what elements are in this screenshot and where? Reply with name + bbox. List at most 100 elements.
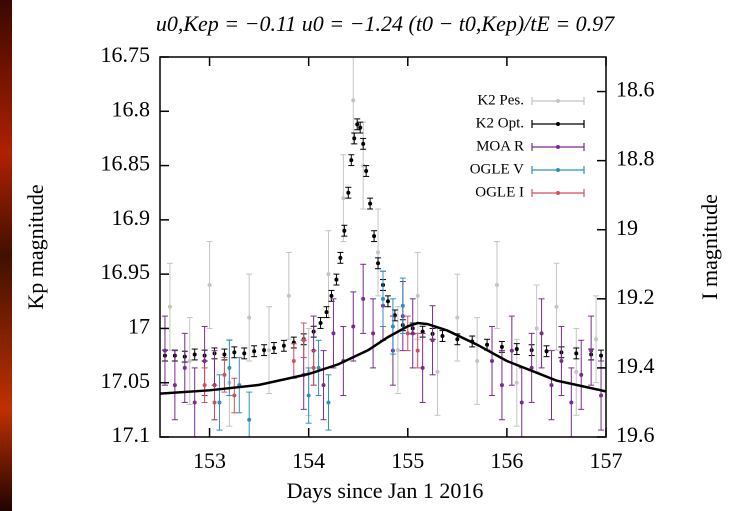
data-point	[539, 331, 544, 336]
legend-entry: OGLE V	[470, 161, 585, 177]
y2-tick-label: 19.6	[616, 422, 655, 447]
x-tick-label: 154	[292, 448, 325, 473]
data-point	[549, 383, 554, 388]
data-point	[202, 359, 207, 363]
data-point	[321, 383, 326, 388]
data-point	[232, 350, 237, 355]
data-point	[420, 365, 425, 370]
data-point	[326, 400, 331, 405]
x-tick-label: 156	[490, 448, 523, 473]
data-point	[390, 324, 395, 329]
data-point	[212, 400, 217, 405]
y-tick-label: 17.05	[101, 368, 151, 393]
data-point	[415, 293, 420, 298]
y2-axis-label: I magnitude	[697, 194, 722, 300]
y2-tick-label: 18.6	[616, 77, 655, 102]
data-point	[435, 369, 440, 374]
data-point	[326, 272, 331, 277]
y-tick-label: 16.75	[101, 42, 151, 67]
data-point	[358, 125, 363, 130]
data-point	[306, 393, 311, 398]
legend-entry: K2 Pes.	[477, 92, 585, 108]
background-strip	[0, 0, 12, 511]
data-point	[217, 400, 222, 405]
data-point	[349, 158, 354, 163]
data-point	[519, 400, 524, 405]
data-point	[372, 234, 377, 239]
data-point	[291, 359, 296, 363]
data-point	[262, 348, 267, 353]
data-point	[589, 348, 594, 353]
data-point	[392, 313, 397, 318]
legend-entry: MOA R	[476, 138, 585, 154]
data-point	[311, 365, 316, 370]
data-point	[162, 348, 167, 353]
data-point	[172, 383, 177, 388]
plot-frame	[159, 56, 607, 438]
data-point	[247, 417, 252, 422]
data-point	[415, 348, 420, 353]
data-point	[529, 365, 534, 370]
y2-tick-label: 18.8	[616, 146, 655, 171]
data-point	[232, 393, 237, 398]
legend-label: OGLE I	[475, 184, 524, 200]
data-point	[338, 255, 343, 260]
data-point	[187, 359, 192, 363]
data-point	[271, 345, 276, 350]
legend-label: K2 Opt.	[476, 115, 524, 131]
data-point	[352, 136, 357, 141]
data-point	[499, 344, 504, 349]
data-point	[301, 338, 306, 343]
data-point	[405, 331, 410, 336]
data-point	[361, 141, 366, 146]
data-point	[242, 351, 247, 356]
data-point	[222, 372, 227, 377]
data-point	[430, 338, 435, 343]
data-point	[207, 283, 212, 287]
data-point	[554, 304, 559, 309]
x-tick-label: 157	[590, 448, 623, 473]
x-tick-label: 155	[391, 448, 424, 473]
data-point	[440, 334, 445, 339]
data-point	[376, 261, 381, 266]
data-point	[534, 326, 539, 331]
data-point	[455, 337, 460, 342]
model-curve	[160, 321, 606, 395]
data-point	[381, 296, 385, 301]
y-tick-label: 16.85	[101, 151, 151, 176]
y-tick-label: 16.9	[112, 205, 151, 230]
data-point	[324, 310, 329, 315]
data-point	[599, 353, 604, 358]
data-point	[490, 359, 495, 363]
data-point	[192, 352, 197, 357]
data-point	[599, 393, 604, 398]
data-point	[385, 299, 390, 304]
y-tick-label: 17.1	[112, 422, 151, 447]
data-point	[400, 303, 405, 308]
data-point	[514, 380, 519, 385]
data-point	[351, 324, 356, 329]
data-point	[509, 348, 514, 353]
legend-marker	[556, 191, 560, 195]
data-point	[192, 400, 197, 405]
y-tick-label: 17	[128, 313, 150, 338]
data-point	[318, 321, 323, 325]
x-axis-label: Days since Jan 1 2016	[287, 478, 484, 503]
data-point	[342, 228, 347, 233]
data-point	[494, 283, 499, 287]
data-point	[395, 348, 400, 353]
legend-marker	[556, 122, 560, 126]
data-point	[341, 196, 346, 201]
legend-label: MOA R	[476, 138, 524, 154]
data-point	[329, 293, 334, 298]
data-point	[227, 365, 232, 370]
data-point	[346, 190, 351, 195]
data-point	[364, 169, 369, 173]
data-point	[514, 347, 519, 352]
data-point	[574, 351, 579, 356]
data-point	[252, 349, 257, 354]
y2-tick-label: 19.4	[616, 353, 655, 378]
data-point	[485, 342, 490, 347]
data-point	[544, 349, 549, 354]
